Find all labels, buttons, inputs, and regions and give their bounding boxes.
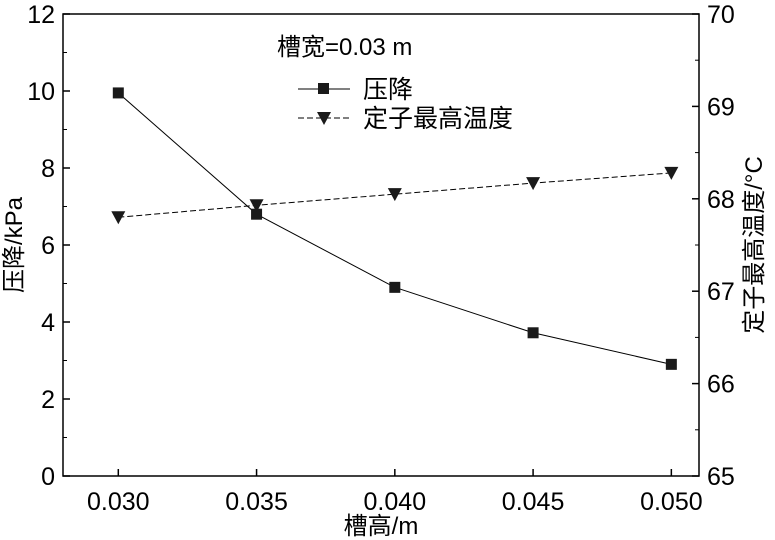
left-y-tick-label: 2 [41, 386, 55, 414]
x-tick-label: 0.040 [364, 488, 427, 516]
legend-label-temperature: 定子最高温度 [363, 105, 513, 133]
legend-marker-pressure [318, 83, 329, 94]
x-tick-label: 0.035 [225, 488, 288, 516]
legend-marker-temperature [317, 112, 331, 125]
right-y-tick-label: 69 [707, 93, 735, 121]
data-point-stator-temperature [387, 188, 402, 202]
annotation-slot-width: 槽宽=0.03 m [277, 34, 412, 61]
series-line-pressure-drop [117, 92, 672, 365]
left-y-axis-ticks: 0 2 4 6 8 10 12 [27, 1, 70, 491]
series-layer [111, 87, 679, 370]
data-point-stator-temperature [526, 177, 541, 191]
legend-label-pressure: 压降 [363, 76, 413, 104]
left-y-tick-label: 0 [41, 463, 55, 491]
data-point-pressure-drop [251, 208, 263, 220]
data-point-stator-temperature [249, 199, 264, 213]
right-y-tick-label: 68 [707, 186, 735, 214]
x-axis-title: 槽高/m [344, 513, 419, 540]
x-tick-label: 0.030 [87, 488, 150, 516]
right-y-axis-title: 定子最高温度/°C [741, 156, 768, 334]
right-y-tick-label: 66 [707, 371, 735, 399]
data-point-pressure-drop [112, 87, 124, 99]
x-tick-label: 0.050 [640, 488, 703, 516]
series-line-stator-temperature [118, 172, 672, 218]
legend: 压降 定子最高温度 [298, 76, 513, 133]
x-tick-label: 0.045 [502, 488, 565, 516]
right-y-tick-label: 65 [707, 463, 735, 491]
left-y-tick-label: 12 [27, 1, 55, 29]
left-y-axis-title: 压降/kPa [1, 196, 28, 293]
left-y-tick-label: 8 [41, 155, 55, 183]
data-point-pressure-drop [527, 327, 539, 339]
data-point-stator-temperature [111, 211, 126, 225]
right-y-tick-label: 67 [707, 278, 735, 306]
x-axis-ticks: 0.030 0.035 0.040 0.045 0.050 [87, 469, 703, 516]
left-y-tick-label: 10 [27, 78, 55, 106]
right-y-tick-label: 70 [707, 1, 735, 29]
data-point-pressure-drop [665, 358, 677, 370]
data-point-pressure-drop [389, 281, 401, 293]
left-y-tick-label: 4 [41, 309, 55, 337]
data-point-stator-temperature [664, 166, 679, 180]
left-y-tick-label: 6 [41, 232, 55, 260]
right-y-axis-ticks: 65 66 67 68 69 70 [692, 1, 735, 491]
